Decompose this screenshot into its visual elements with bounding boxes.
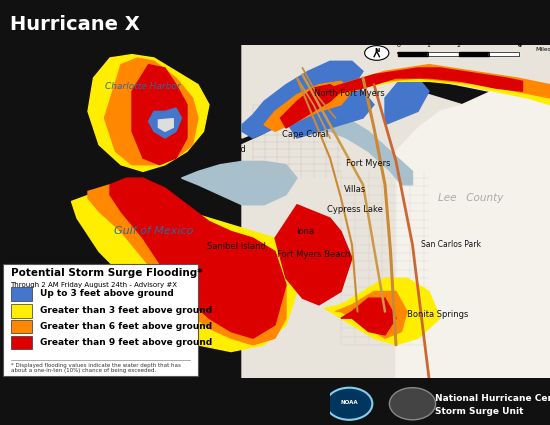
Text: North Fort Myers: North Fort Myers xyxy=(314,88,384,97)
Text: * Displayed flooding values indicate the water depth that has
about a one-in-ten: * Displayed flooding values indicate the… xyxy=(10,363,180,374)
Text: Storm Surge Unit: Storm Surge Unit xyxy=(435,407,524,416)
Text: Miles: Miles xyxy=(536,47,550,52)
Text: Iona: Iona xyxy=(296,227,314,236)
Text: 0: 0 xyxy=(396,43,400,48)
Text: San Carlos Park: San Carlos Park xyxy=(421,240,481,249)
Text: Pine Island: Pine Island xyxy=(200,145,246,154)
Text: Potential Storm Surge Flooding*: Potential Storm Surge Flooding* xyxy=(10,268,202,278)
Polygon shape xyxy=(72,191,297,351)
Text: Up to 3 feet above ground: Up to 3 feet above ground xyxy=(40,289,174,298)
Polygon shape xyxy=(110,205,286,332)
Polygon shape xyxy=(264,81,352,131)
Bar xyxy=(10,304,32,317)
Polygon shape xyxy=(489,52,519,56)
Text: Cape Coral: Cape Coral xyxy=(282,130,328,139)
Polygon shape xyxy=(158,119,173,131)
Polygon shape xyxy=(148,108,182,138)
Polygon shape xyxy=(459,52,489,56)
Bar xyxy=(10,320,32,333)
Text: NOAA: NOAA xyxy=(340,400,358,405)
Text: 6: 6 xyxy=(517,43,521,48)
Text: Villas: Villas xyxy=(344,185,366,194)
Bar xyxy=(10,287,32,300)
Polygon shape xyxy=(396,85,550,378)
Polygon shape xyxy=(132,65,187,165)
Polygon shape xyxy=(242,61,363,138)
Text: Bonita Springs: Bonita Springs xyxy=(406,310,468,319)
Text: Cypress Lake: Cypress Lake xyxy=(327,205,383,214)
Text: National Hurricane Center: National Hurricane Center xyxy=(435,394,550,402)
Polygon shape xyxy=(336,292,407,338)
Text: Sanibel Island: Sanibel Island xyxy=(207,242,266,251)
Text: Charlotte Harbor: Charlotte Harbor xyxy=(105,82,181,91)
Text: Lee   County: Lee County xyxy=(438,193,503,203)
Polygon shape xyxy=(341,298,396,335)
Polygon shape xyxy=(385,78,429,125)
Polygon shape xyxy=(242,45,550,138)
Circle shape xyxy=(365,45,389,60)
Polygon shape xyxy=(308,68,550,105)
Polygon shape xyxy=(275,232,341,272)
Bar xyxy=(10,336,32,349)
Text: Greater than 9 feet above ground: Greater than 9 feet above ground xyxy=(40,338,212,347)
Text: 4: 4 xyxy=(517,43,521,48)
Polygon shape xyxy=(104,58,198,165)
Circle shape xyxy=(326,388,372,420)
Polygon shape xyxy=(398,52,428,56)
Polygon shape xyxy=(319,65,550,98)
Polygon shape xyxy=(297,115,412,185)
Polygon shape xyxy=(341,285,429,332)
Polygon shape xyxy=(242,85,550,378)
Polygon shape xyxy=(182,162,297,205)
Text: 1: 1 xyxy=(426,43,431,48)
Circle shape xyxy=(389,388,436,420)
Polygon shape xyxy=(110,178,286,338)
Polygon shape xyxy=(275,205,352,305)
Text: Greater than 6 feet above ground: Greater than 6 feet above ground xyxy=(40,322,212,331)
Text: Hurricane X: Hurricane X xyxy=(10,15,140,34)
Text: Through 2 AM Friday August 24th - Advisory #X: Through 2 AM Friday August 24th - Adviso… xyxy=(10,281,178,288)
FancyBboxPatch shape xyxy=(3,264,198,376)
Polygon shape xyxy=(280,85,341,128)
Text: Fort Myers Beach: Fort Myers Beach xyxy=(277,250,350,259)
Text: 2: 2 xyxy=(456,43,461,48)
Polygon shape xyxy=(88,185,286,345)
Text: Gulf of Mexico: Gulf of Mexico xyxy=(114,227,194,236)
Text: N: N xyxy=(374,48,379,53)
Polygon shape xyxy=(286,85,374,138)
Polygon shape xyxy=(330,68,522,95)
Text: Fort Myers: Fort Myers xyxy=(346,159,390,167)
Polygon shape xyxy=(88,55,209,171)
Polygon shape xyxy=(324,278,440,345)
Text: Greater than 3 feet above ground: Greater than 3 feet above ground xyxy=(40,306,212,315)
Polygon shape xyxy=(428,52,459,56)
